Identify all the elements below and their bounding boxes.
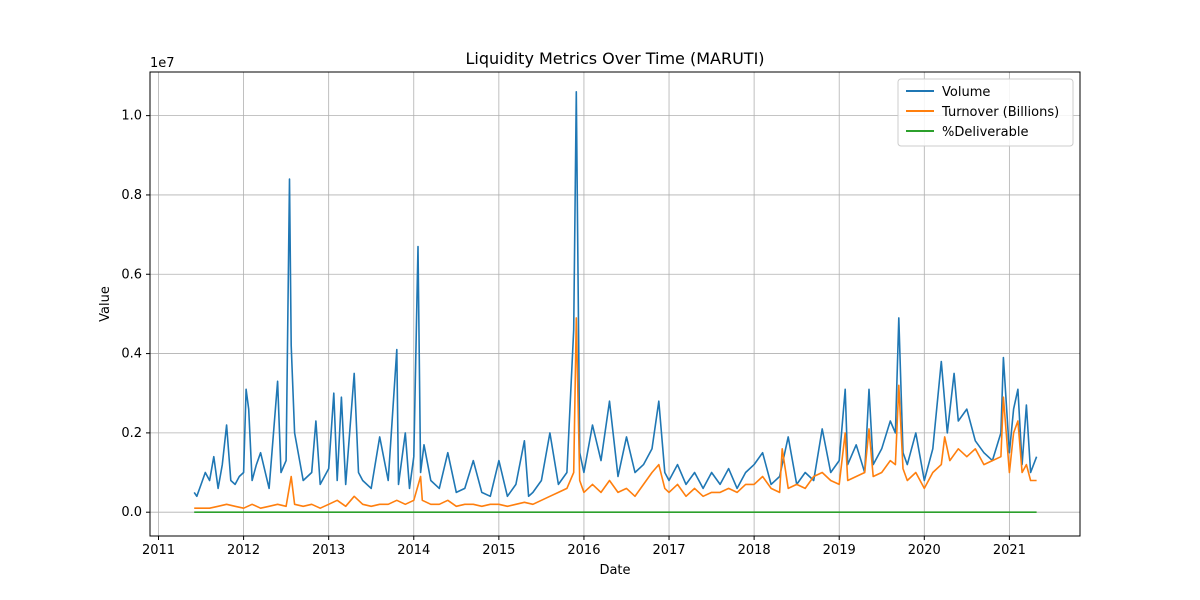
x-tick-label: 2020	[908, 543, 941, 558]
y-axis-offset-label: 1e7	[150, 56, 175, 71]
x-tick-label: 2018	[738, 543, 771, 558]
x-tick-label: 2015	[482, 543, 515, 558]
x-tick-label: 2012	[227, 543, 260, 558]
y-axis-label: Value	[98, 286, 113, 322]
legend-label-turnover-billions: Turnover (Billions)	[941, 105, 1059, 120]
chart-title: Liquidity Metrics Over Time (MARUTI)	[465, 49, 764, 68]
x-axis-label: Date	[599, 563, 630, 578]
x-tick-label: 2017	[652, 543, 685, 558]
series-line-turnover-billions	[194, 317, 1037, 510]
x-tick-label: 2014	[397, 543, 430, 558]
plot-area	[150, 72, 1080, 536]
legend-box	[897, 78, 1074, 147]
legend: Volume Turnover (Billions) %Deliverable	[897, 78, 1074, 147]
y-tick-label: 0.6	[121, 267, 142, 282]
y-tick-label: 0.2	[121, 426, 142, 441]
plot-frame	[149, 71, 1081, 537]
x-tick-label: 2013	[312, 543, 345, 558]
legend-items: Volume Turnover (Billions) %Deliverable	[906, 85, 1059, 140]
x-tick-label: 2016	[567, 543, 600, 558]
series-layer	[193, 91, 1038, 514]
series-line-volume	[193, 91, 1038, 498]
x-axis: 2011 2012 2013 2014 2015 2016 2017 2018 2019 2020…	[142, 536, 1026, 558]
y-tick-label: 0.4	[121, 347, 142, 362]
y-tick-label: 1.0	[121, 109, 142, 124]
y-tick-label: 0.0	[121, 505, 142, 520]
y-axis: 0.0 0.2 0.4 0.6 0.8 1.0	[121, 109, 150, 520]
x-tick-label: 2021	[993, 543, 1026, 558]
y-tick-label: 0.8	[121, 188, 142, 203]
x-tick-label: 2019	[823, 543, 856, 558]
legend-label-deliverable: %Deliverable	[942, 125, 1028, 140]
x-tick-label: 2011	[142, 543, 175, 558]
legend-label-volume: Volume	[942, 85, 990, 100]
